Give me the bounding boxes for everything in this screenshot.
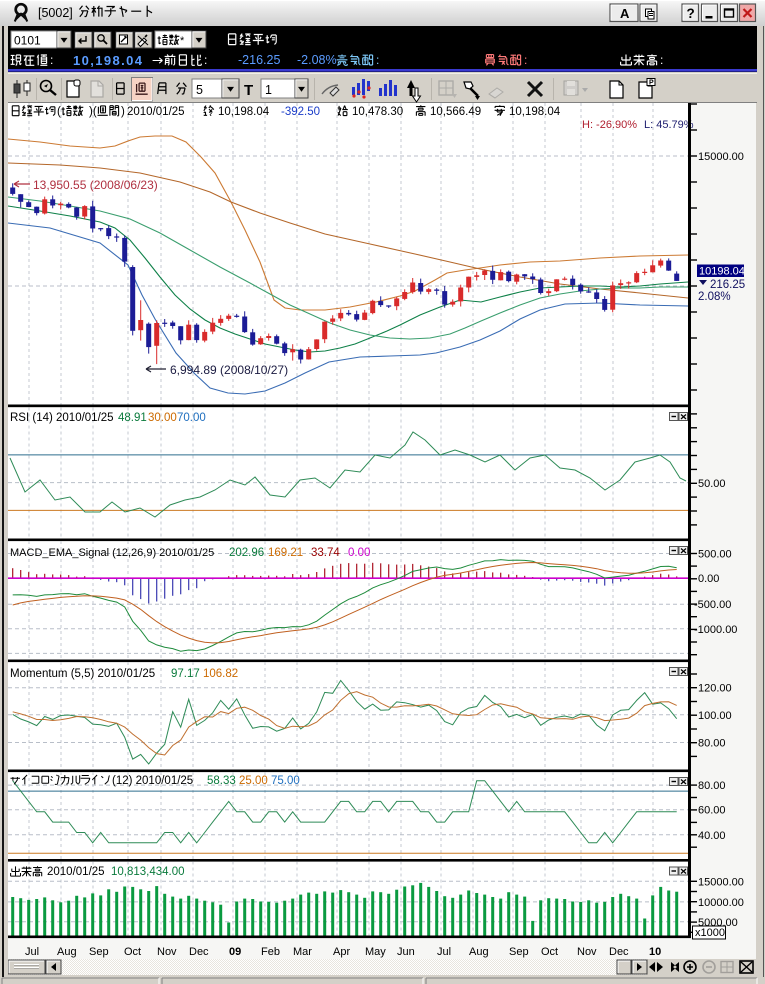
svg-text:10: 10 xyxy=(649,946,661,958)
svg-text:202.96: 202.96 xyxy=(229,547,264,559)
svg-text:A: A xyxy=(620,6,630,21)
svg-text:Jun: Jun xyxy=(397,946,415,958)
svg-text::: : xyxy=(524,53,527,67)
svg-text:0.00: 0.00 xyxy=(348,547,370,559)
svg-text::: : xyxy=(204,53,207,67)
svg-text:97.17: 97.17 xyxy=(171,668,200,680)
svg-text:30.00: 30.00 xyxy=(148,412,177,424)
svg-text:10198.04: 10198.04 xyxy=(699,266,745,278)
svg-text:(12) 2010/01/25: (12) 2010/01/25 xyxy=(112,775,193,787)
svg-text:): ) xyxy=(121,106,125,118)
svg-text:70.00: 70.00 xyxy=(177,412,206,424)
svg-text:100.00: 100.00 xyxy=(698,710,732,722)
svg-text:(: ( xyxy=(57,106,61,118)
svg-text:-500.00: -500.00 xyxy=(694,599,731,611)
svg-text:106.82: 106.82 xyxy=(203,668,238,680)
svg-text:0101: 0101 xyxy=(14,34,41,48)
svg-text:10,813,434.00: 10,813,434.00 xyxy=(111,866,185,878)
svg-text:Mar: Mar xyxy=(293,946,312,958)
svg-text:80.00: 80.00 xyxy=(698,738,726,750)
svg-text:25.00: 25.00 xyxy=(239,775,268,787)
svg-text:MACD_EMA_Signal (12,26,9) 2010: MACD_EMA_Signal (12,26,9) 2010/01/25 xyxy=(10,547,214,559)
svg-text:-2.08%: -2.08% xyxy=(297,53,337,67)
svg-text:P: P xyxy=(649,80,654,87)
svg-text:Feb: Feb xyxy=(261,946,280,958)
svg-text:Jul: Jul xyxy=(25,946,39,958)
svg-text:H: -26.90%: H: -26.90% xyxy=(582,119,637,131)
svg-text:0.00: 0.00 xyxy=(698,573,719,585)
svg-text:Jul: Jul xyxy=(437,946,451,958)
svg-text:Oct: Oct xyxy=(124,946,141,958)
svg-text:10,566.49: 10,566.49 xyxy=(430,106,481,118)
svg-text:2010/01/25: 2010/01/25 xyxy=(127,106,185,118)
svg-text:80.00: 80.00 xyxy=(698,780,726,792)
svg-text:RSI (14) 2010/01/25: RSI (14) 2010/01/25 xyxy=(10,412,114,424)
svg-text:-216.25: -216.25 xyxy=(238,53,280,67)
svg-text:T: T xyxy=(244,82,253,99)
svg-text:2010/01/25: 2010/01/25 xyxy=(47,866,105,878)
svg-text::: : xyxy=(376,53,379,67)
svg-text:10,198.04: 10,198.04 xyxy=(73,53,143,68)
svg-text:6,994.89 (2008/10/27): 6,994.89 (2008/10/27) xyxy=(170,363,288,377)
svg-text:50.00: 50.00 xyxy=(698,478,726,490)
svg-text:?: ? xyxy=(687,6,695,21)
svg-text:-392.50: -392.50 xyxy=(281,106,320,118)
svg-text::: : xyxy=(50,53,53,67)
svg-text:Dec: Dec xyxy=(609,946,629,958)
svg-text:15000.00: 15000.00 xyxy=(698,151,744,163)
svg-text:May: May xyxy=(365,946,386,958)
svg-text:60.00: 60.00 xyxy=(698,805,726,817)
svg-text:500.00: 500.00 xyxy=(698,549,732,561)
svg-text:10,198.04: 10,198.04 xyxy=(218,106,270,118)
svg-text:169.21: 169.21 xyxy=(268,547,303,559)
svg-text:09: 09 xyxy=(229,946,241,958)
svg-text:Aug: Aug xyxy=(469,946,489,958)
svg-text:10,478.30: 10,478.30 xyxy=(352,106,403,118)
svg-text:Nov: Nov xyxy=(577,946,597,958)
svg-text:x1000: x1000 xyxy=(695,927,725,939)
svg-text:40.00: 40.00 xyxy=(698,830,726,842)
svg-text:216.25: 216.25 xyxy=(710,279,745,291)
svg-text:Momentum (5,5) 2010/01/25: Momentum (5,5) 2010/01/25 xyxy=(10,668,155,680)
svg-text:120.00: 120.00 xyxy=(698,683,732,695)
svg-text:10,198.04: 10,198.04 xyxy=(509,106,561,118)
svg-text:Apr: Apr xyxy=(333,946,350,958)
svg-text:13,950.55 (2008/06/23): 13,950.55 (2008/06/23) xyxy=(33,178,158,192)
svg-text:75.00: 75.00 xyxy=(271,775,300,787)
svg-text:15000.00: 15000.00 xyxy=(698,876,744,888)
svg-text:L: 45.79%: L: 45.79% xyxy=(644,119,694,131)
svg-text:5: 5 xyxy=(196,83,203,97)
svg-text:*: * xyxy=(180,35,185,47)
svg-text:48.91: 48.91 xyxy=(118,412,147,424)
svg-text:33.74: 33.74 xyxy=(311,547,340,559)
svg-text:Oct: Oct xyxy=(541,946,558,958)
svg-text:2.08%: 2.08% xyxy=(698,291,731,303)
svg-text:[5002]: [5002] xyxy=(38,6,73,20)
svg-text:58.33: 58.33 xyxy=(207,775,236,787)
svg-text:10000.00: 10000.00 xyxy=(698,897,744,909)
svg-text:)(: )( xyxy=(89,106,97,118)
svg-text:Aug: Aug xyxy=(57,946,77,958)
svg-text::: : xyxy=(660,53,663,67)
svg-text:Sep: Sep xyxy=(89,946,109,958)
svg-text:-1000.00: -1000.00 xyxy=(694,624,737,636)
svg-text:1: 1 xyxy=(265,83,272,97)
svg-text:Sep: Sep xyxy=(509,946,529,958)
svg-text:Dec: Dec xyxy=(189,946,209,958)
svg-text:Nov: Nov xyxy=(157,946,177,958)
